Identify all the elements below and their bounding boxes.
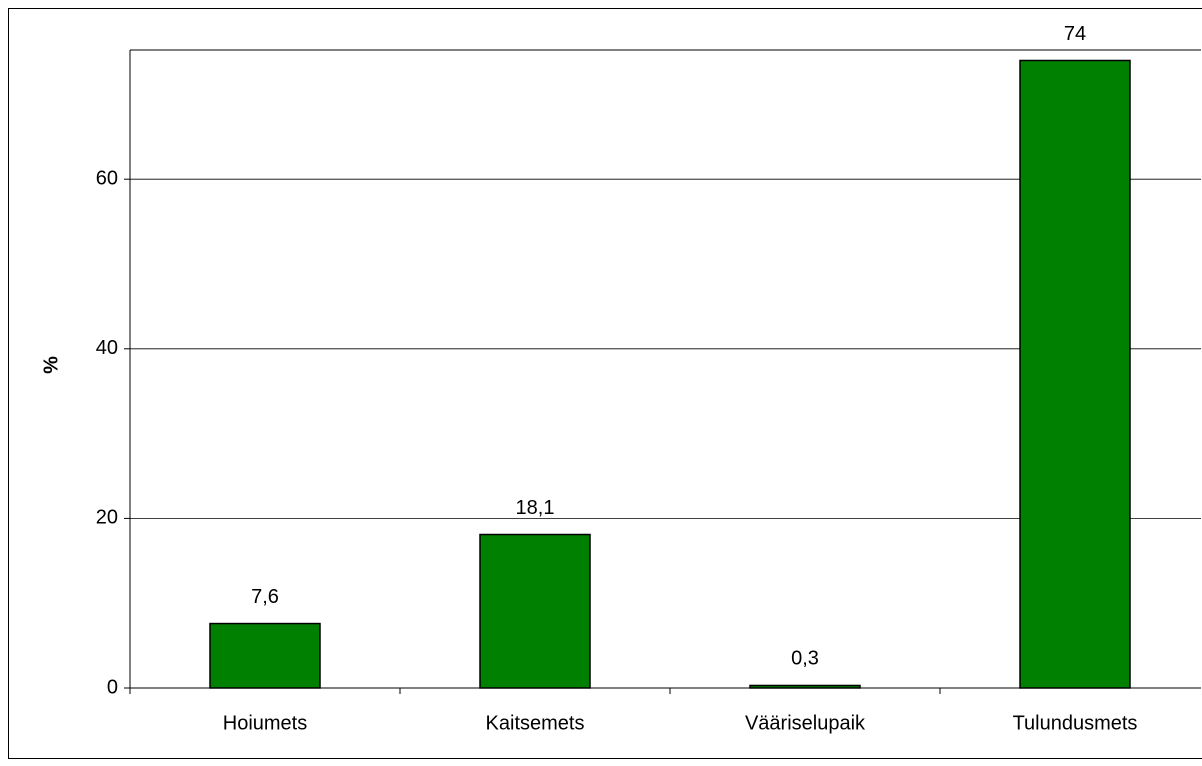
value-label: 18,1 [516, 497, 555, 519]
y-tick-label: 40 [96, 337, 118, 359]
value-label: 7,6 [251, 586, 279, 608]
value-label: 0,3 [791, 648, 819, 670]
y-axis-label: % [40, 356, 62, 374]
y-tick-label: 60 [96, 167, 118, 189]
x-tick-label: Tulundusmets [1013, 712, 1138, 734]
x-tick-label: Kaitsemets [486, 712, 585, 734]
y-tick-label: 0 [107, 676, 118, 698]
x-tick-label: Vääriselupaik [745, 712, 866, 734]
y-tick-label: 20 [96, 507, 118, 529]
bar [1019, 59, 1131, 689]
x-tick-label: Hoiumets [223, 712, 307, 734]
bar [479, 533, 591, 689]
value-label: 74 [1064, 23, 1086, 45]
chart-frame [8, 8, 1202, 759]
bar [209, 622, 321, 689]
